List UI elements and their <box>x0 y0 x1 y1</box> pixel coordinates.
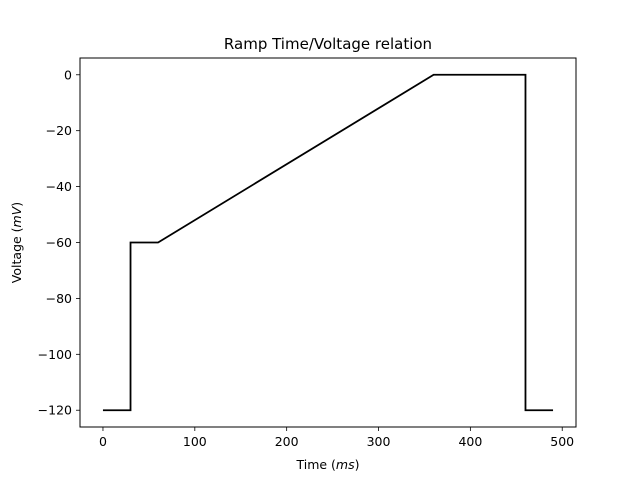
x-tick-label: 500 <box>550 434 574 449</box>
plot-frame <box>79 57 577 428</box>
y-axis-ticks: 0 −20 −40 −60 −80 −100 −120 <box>38 67 80 418</box>
series-line-0 <box>102 73 554 412</box>
x-tick-label: 100 <box>183 434 207 449</box>
y-tick-label: −20 <box>46 123 72 138</box>
x-tick-label: 0 <box>99 434 107 449</box>
x-axis-ticks: 0 100 200 300 400 500 <box>99 427 574 449</box>
x-axis-label: Time (ms) <box>295 457 359 472</box>
x-axis-label-prefix: Time ( <box>295 457 335 472</box>
y-axis-label-prefix: Voltage ( <box>9 227 24 283</box>
x-tick-label: 300 <box>367 434 391 449</box>
x-tick-label: 400 <box>458 434 482 449</box>
plot-series <box>102 73 554 412</box>
x-axis-label-unit: ms <box>336 457 355 472</box>
y-tick-label: −100 <box>38 347 72 362</box>
y-tick-label: −40 <box>46 179 72 194</box>
y-tick-label: −80 <box>46 291 72 306</box>
y-tick-label: −120 <box>38 403 72 418</box>
y-tick-label: 0 <box>64 67 72 82</box>
chart-title: Ramp Time/Voltage relation <box>224 35 432 53</box>
x-tick-label: 200 <box>275 434 299 449</box>
y-axis-label-suffix: ) <box>9 202 24 207</box>
y-tick-label: −60 <box>46 235 72 250</box>
y-axis-label-unit: mV <box>9 205 24 227</box>
x-axis-label-suffix: ) <box>355 457 360 472</box>
y-axis-label: Voltage (mV) <box>9 202 24 283</box>
